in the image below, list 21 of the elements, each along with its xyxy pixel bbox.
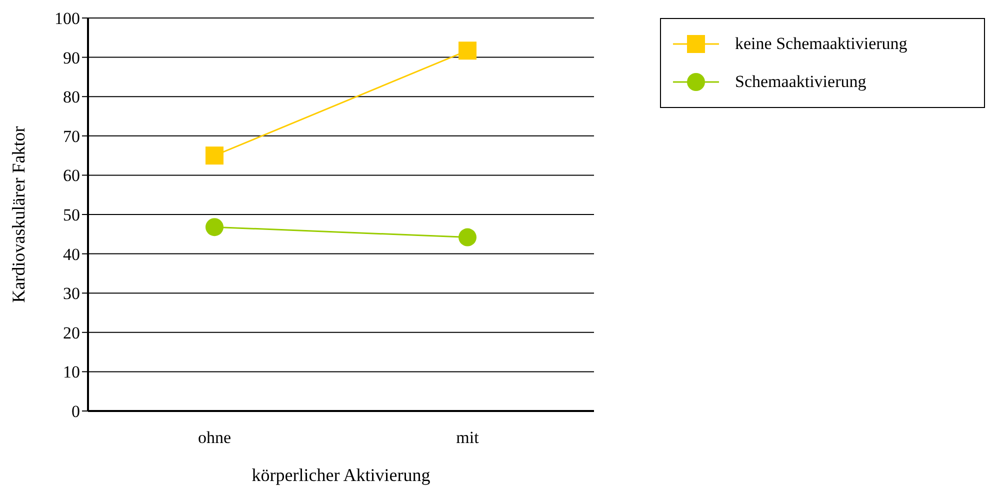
legend-label: Schemaaktivierung [735, 72, 866, 92]
y-tick-label: 20 [63, 323, 80, 342]
y-tick-label: 10 [63, 362, 80, 382]
y-tick-label: 90 [63, 48, 80, 68]
y-tick-label: 40 [63, 244, 80, 264]
point [206, 146, 224, 165]
x-tick-label: ohne [198, 428, 232, 448]
y-tick-label: 60 [63, 166, 80, 186]
point [458, 42, 476, 60]
y-tick-label: 100 [54, 9, 80, 28]
x-tick-label: mit [456, 428, 480, 448]
y-tick-label: 50 [63, 206, 80, 225]
y-axis-title: Kardiovaskulärer Faktor [8, 126, 28, 303]
legend-label: keine Schemaaktivierung [735, 34, 908, 54]
y-tick-label: 0 [72, 402, 80, 422]
y-tick-label: 30 [63, 284, 80, 304]
point [458, 228, 476, 246]
y-tick-label: 70 [63, 126, 80, 146]
point [206, 218, 224, 236]
y-tick-label: 80 [63, 88, 80, 107]
x-axis-title: körperlicher Aktivierung [252, 465, 430, 485]
